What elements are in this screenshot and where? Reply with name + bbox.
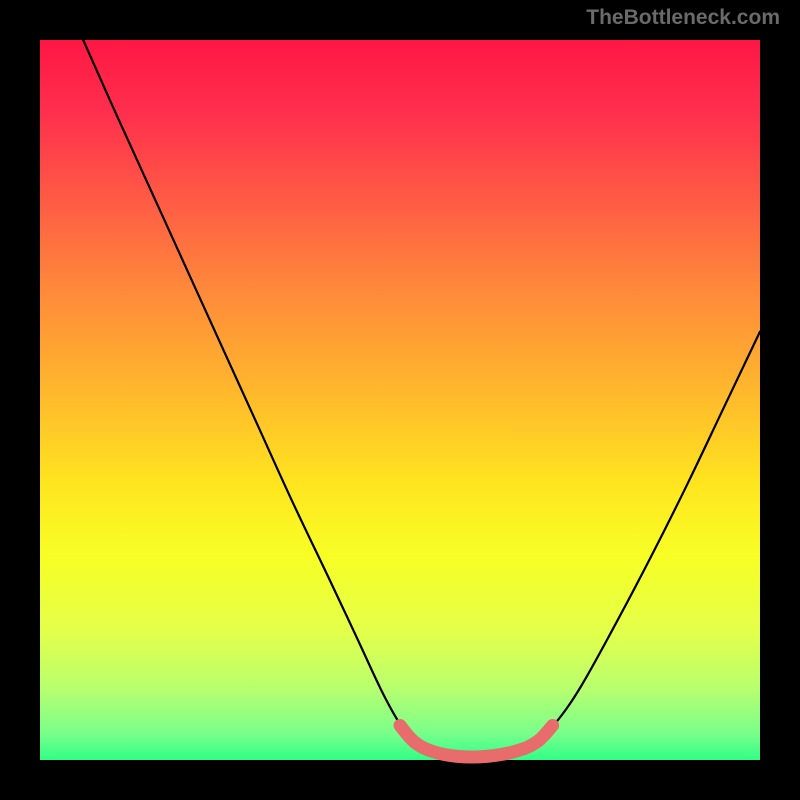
chart-svg bbox=[0, 0, 800, 800]
watermark-label: TheBottleneck.com bbox=[586, 6, 780, 30]
plot-area bbox=[40, 40, 760, 760]
bottleneck-chart: TheBottleneck.com bbox=[0, 0, 800, 800]
